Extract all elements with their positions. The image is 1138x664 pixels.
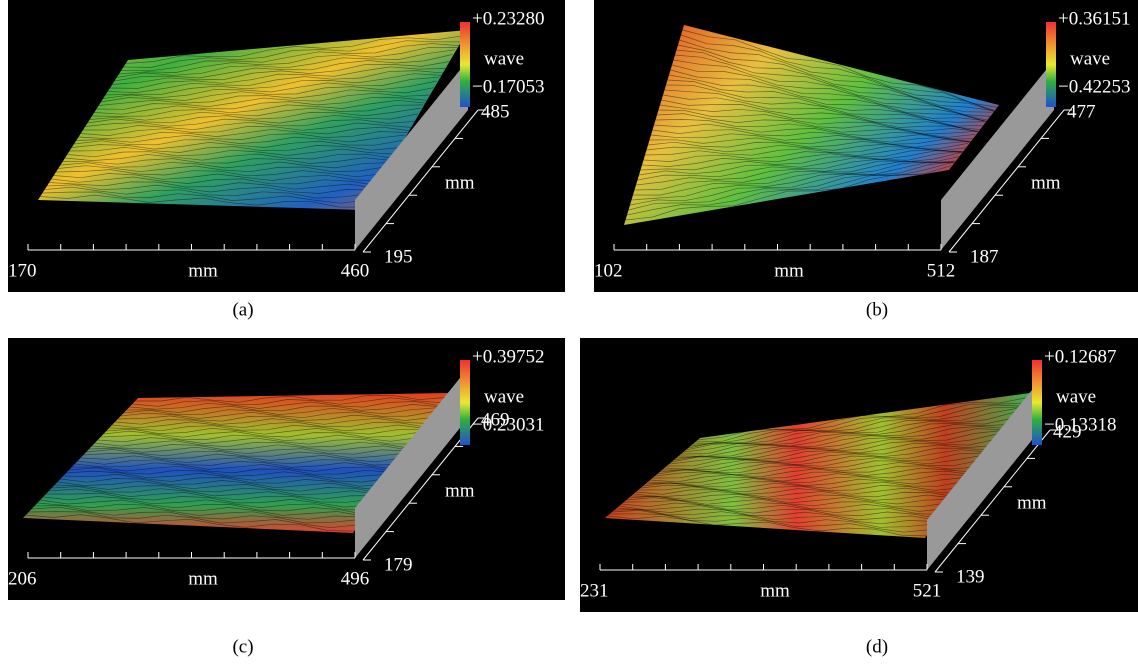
colorbar-max: +0.12687 — [1044, 346, 1116, 367]
panel: 102 mm 512 187 mm 477 +0.36151 wave −0.42253 — [594, 0, 1138, 292]
x-axis-label: mm — [774, 260, 804, 281]
depth-axis-near: 179 — [384, 554, 413, 575]
x-axis-min: 206 — [8, 568, 37, 589]
colorbar-label: wave — [484, 386, 524, 407]
depth-axis-near: 187 — [970, 246, 999, 267]
colorbar — [1046, 22, 1056, 107]
depth-axis-label: mm — [1017, 492, 1047, 513]
depth-axis-far: 477 — [1067, 101, 1096, 122]
colorbar-max: +0.36151 — [1058, 8, 1130, 29]
x-axis-label: mm — [188, 568, 218, 589]
depth-axis-label: mm — [445, 172, 475, 193]
colorbar-min: −0.17053 — [472, 76, 544, 97]
panel-caption: (a) — [232, 299, 253, 320]
x-axis-label: mm — [188, 260, 218, 281]
x-axis-max: 512 — [927, 260, 956, 281]
depth-axis-near: 139 — [956, 566, 985, 587]
depth-axis-near: 195 — [384, 246, 413, 267]
panel: 231mm521139mm429+0.12687wave−0.13318 — [580, 338, 1138, 612]
depth-axis-label: mm — [445, 480, 475, 501]
depth-axis-far: 485 — [481, 101, 510, 122]
colorbar-label: wave — [484, 48, 524, 69]
colorbar-min: −0.42253 — [1058, 76, 1130, 97]
colorbar-label: wave — [1056, 386, 1096, 407]
colorbar — [1032, 360, 1042, 445]
figure: 170 mm 460 195 mm 485 +0.23280 wave −0.17053 (a) 1… — [0, 0, 1138, 664]
colorbar-min: −0.13318 — [1044, 414, 1116, 435]
x-axis-max: 496 — [341, 568, 370, 589]
x-axis-max: 521 — [913, 580, 942, 601]
x-axis-min: 102 — [594, 260, 623, 281]
colorbar — [460, 360, 470, 445]
panel-caption: (d) — [866, 636, 888, 657]
colorbar-max: +0.39752 — [472, 346, 544, 367]
colorbar-label: wave — [1070, 48, 1110, 69]
x-axis-max: 460 — [341, 260, 370, 281]
colorbar-max: +0.23280 — [472, 8, 544, 29]
colorbar — [460, 22, 470, 107]
x-axis-min: 231 — [580, 580, 609, 601]
x-axis-label: mm — [760, 580, 790, 601]
panel-caption: (b) — [866, 299, 888, 320]
panel-caption: (c) — [232, 636, 253, 657]
x-axis-min: 170 — [8, 260, 37, 281]
panel: 170 mm 460 195 mm 485 +0.23280 wave −0.17053 — [8, 0, 565, 292]
depth-axis-label: mm — [1031, 172, 1061, 193]
colorbar-min: −0.23031 — [472, 414, 544, 435]
